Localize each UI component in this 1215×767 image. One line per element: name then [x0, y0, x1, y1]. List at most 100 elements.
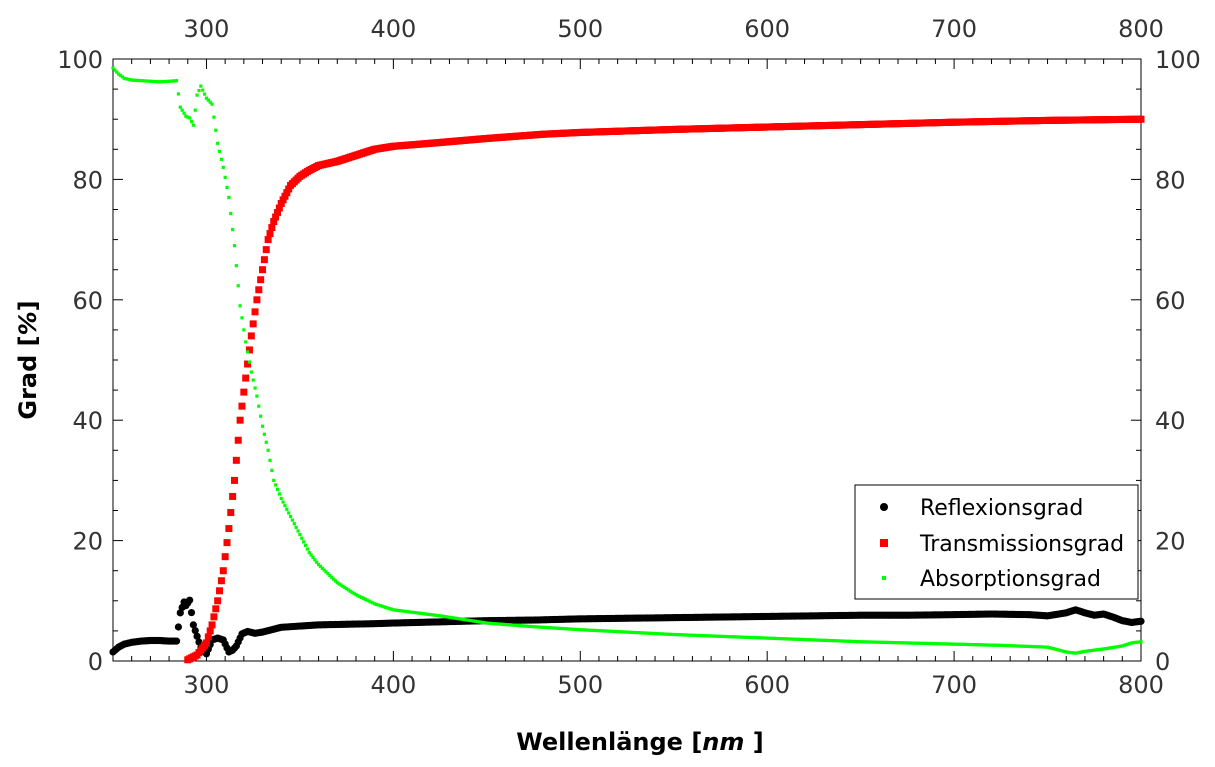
data-point [460, 617, 465, 621]
data-point [178, 105, 182, 109]
data-point [920, 641, 924, 645]
data-point [916, 641, 921, 645]
data-point [485, 621, 489, 625]
data-point [186, 115, 190, 119]
data-point [634, 630, 638, 635]
data-point [206, 627, 214, 635]
data-point [1002, 643, 1007, 648]
data-point [761, 636, 766, 640]
data-point [1010, 644, 1014, 648]
data-point [137, 78, 141, 83]
data-point [733, 635, 738, 639]
data-point [679, 633, 683, 637]
data-point [655, 632, 659, 636]
data-point [640, 631, 644, 635]
data-point [834, 639, 838, 643]
data-point [131, 78, 136, 82]
data-point [950, 642, 954, 646]
data-point [1040, 645, 1044, 649]
data-point [673, 632, 678, 637]
data-point [896, 641, 900, 645]
data-point [571, 627, 575, 631]
data-point [255, 394, 259, 398]
data-point [388, 607, 392, 611]
data-point [302, 540, 306, 544]
data-point [232, 244, 237, 248]
data-point [195, 93, 199, 97]
data-point [1064, 650, 1068, 654]
data-point [559, 626, 564, 631]
data-point [238, 402, 246, 410]
legend-box [854, 484, 1139, 600]
data-point [666, 632, 670, 636]
x-axis-title: Wellenlänge [nm ] [516, 728, 763, 756]
data-point [670, 632, 674, 637]
data-point [272, 478, 276, 482]
data-point [597, 629, 601, 633]
data-point [1038, 645, 1042, 649]
data-point [285, 507, 289, 511]
data-point [311, 555, 315, 560]
data-point [251, 308, 259, 316]
data-point [328, 573, 332, 578]
data-point [204, 633, 212, 641]
data-point [795, 637, 799, 641]
legend-marker-transmissionsgrad [880, 539, 888, 547]
data-point [840, 639, 844, 643]
data-point [380, 604, 384, 608]
data-point [279, 196, 287, 204]
data-point [204, 96, 209, 100]
data-point [339, 583, 343, 587]
data-point [526, 624, 530, 628]
x-tick-label: 400 [370, 671, 416, 699]
data-point [623, 630, 627, 634]
data-point [788, 637, 792, 641]
data-point [253, 296, 261, 304]
data-point [548, 626, 552, 630]
data-point [126, 77, 130, 81]
data-point [1066, 650, 1070, 654]
data-point [827, 638, 831, 643]
data-point [395, 608, 399, 612]
data-point [141, 79, 145, 83]
data-point [978, 643, 982, 647]
data-point [279, 496, 283, 501]
data-point [264, 236, 272, 244]
data-point [776, 636, 780, 641]
data-point [588, 628, 592, 632]
data-point [270, 218, 278, 226]
data-point [881, 640, 885, 644]
data-point [786, 637, 790, 641]
data-point [894, 641, 898, 645]
data-point [266, 230, 274, 238]
data-point [692, 633, 696, 637]
data-point [272, 213, 280, 221]
axis-ticks [112, 58, 1142, 662]
data-point [1027, 644, 1031, 649]
data-point [574, 627, 579, 632]
data-point [569, 627, 573, 631]
data-point [806, 638, 810, 642]
data-point [161, 80, 166, 84]
data-point [260, 256, 268, 264]
data-point [649, 631, 653, 635]
data-point [993, 643, 997, 647]
data-point [154, 80, 158, 84]
data-point [675, 633, 680, 637]
data-point [290, 518, 295, 522]
data-point [731, 635, 736, 639]
data-point [146, 79, 151, 83]
data-point [709, 634, 713, 638]
data-point [429, 613, 433, 617]
data-point [771, 636, 775, 640]
data-point [208, 100, 212, 104]
data-point [1029, 644, 1033, 649]
data-point [1012, 644, 1016, 648]
data-point [1036, 645, 1040, 649]
data-point [472, 619, 476, 623]
data-point [657, 632, 661, 636]
data-point [350, 590, 354, 594]
data-point [1116, 644, 1121, 649]
data-point [625, 630, 629, 634]
